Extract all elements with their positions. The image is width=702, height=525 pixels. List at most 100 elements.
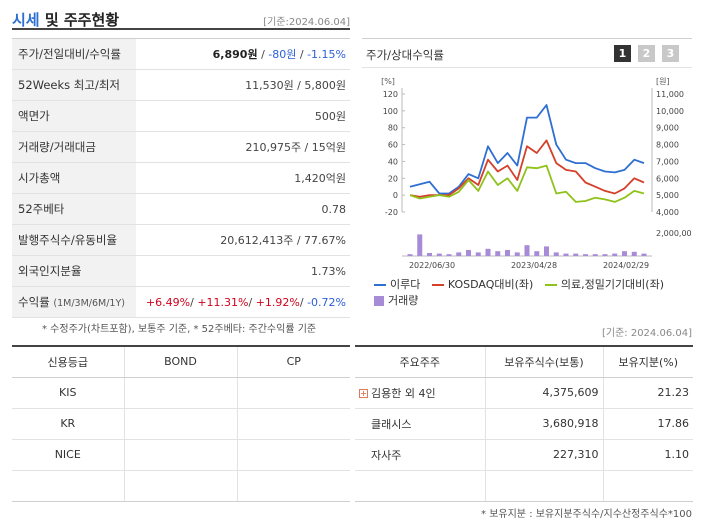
legend-item-volume: 거래량: [374, 292, 418, 308]
legend-item-medical: 의료,정밀기기대비(좌): [544, 276, 664, 292]
agency-name: NICE: [12, 439, 124, 471]
table-row: 액면가 500원: [12, 100, 350, 132]
holder-shares: 227,310: [484, 439, 603, 471]
column-header: BOND: [123, 345, 237, 378]
y-right-tick-label: 6,000: [656, 174, 679, 183]
table-row: KR: [12, 408, 350, 440]
holder-pct: 1.10: [602, 439, 693, 471]
volume-bar: [612, 253, 618, 256]
table-row: 수익률 (1M/3M/6M/1Y) +6.49%/ +11.31%/ +1.92…: [12, 286, 350, 318]
x-tick-label: 2023/04/28: [511, 261, 557, 270]
cp-rating: [236, 470, 350, 502]
volume-bar: [505, 250, 510, 256]
volume-bar: [485, 248, 491, 256]
footnote-left: * 수정주가(차트포함), 보통주 기준, * 52주베타: 주간수익률 기준: [42, 324, 317, 335]
y-left-tick-label: 60: [388, 141, 398, 150]
table-row: [12, 470, 350, 502]
table-row: 자사주 227,310 1.10: [355, 439, 693, 471]
volume-bar: [622, 251, 627, 256]
legend-row: 거래량: [374, 292, 700, 308]
table-row: 클래시스 3,680,918 17.86: [355, 408, 693, 440]
table-header-row: 신용등급 BOND CP: [12, 345, 350, 378]
volume-bar: [573, 253, 579, 256]
y-left-tick-label: 120: [383, 90, 398, 99]
column-header: 주요주주: [355, 345, 485, 378]
holder-name: [355, 470, 485, 502]
par-label: 액면가: [12, 100, 136, 132]
y-right-tick-label: 11,000: [656, 90, 684, 99]
table-row: 52Weeks 최고/최저 11,530원 / 5,800원: [12, 69, 350, 101]
volume-bar: [475, 252, 481, 256]
price-chart: [%] [원] 120 100 80 60 40 20 0 -20 11,000 10,000 9,00…: [381, 77, 692, 270]
holder-pct: 17.86: [602, 408, 693, 440]
shares-value: 20,612,413주 / 77.67%: [136, 224, 350, 256]
volume-value: 210,975주 / 15억원: [136, 131, 350, 163]
y-right-tick-label: 7,000: [656, 157, 679, 166]
volume-bar: [495, 251, 501, 256]
volume-label: 거래량/거래대금: [12, 131, 136, 163]
volume-tick-label: 2,000,000: [656, 229, 692, 238]
series-line-s2: [409, 139, 645, 198]
y-right-tick-label: 5,000: [656, 191, 679, 200]
holder-name: + 김용한 외 4인: [355, 377, 485, 409]
legend-swatch: [544, 284, 557, 286]
volume-bar: [631, 251, 637, 256]
volume-bar: [514, 252, 520, 256]
series-line-s3: [409, 164, 645, 203]
column-header: 신용등급: [12, 345, 124, 378]
holder-shares: 3,680,918: [484, 408, 603, 440]
table-row: NICE: [12, 439, 350, 471]
mcap-value: 1,420억원: [136, 162, 350, 194]
table-row: KIS: [12, 377, 350, 409]
volume-bar: [592, 254, 598, 256]
shares-label: 발행주식수/유동비율: [12, 224, 136, 256]
beta-label: 52주베타: [12, 193, 136, 225]
agency-name: KIS: [12, 377, 124, 409]
chart-header: 주가/상대수익률 1 2 3: [362, 38, 692, 68]
holder-shares: 4,375,609: [484, 377, 603, 409]
table-row: 주가/전일대비/수익률 6,890원 / -80원 / -1.15%: [12, 38, 350, 70]
series-line-s1: [409, 104, 645, 195]
y-left-tick-label: 20: [388, 174, 398, 183]
chart-page-3-button[interactable]: 3: [662, 45, 679, 62]
section-header: 시세 및 주주현황 [기준:2024.06.04]: [12, 8, 350, 30]
week52-value: 11,530원 / 5,800원: [136, 69, 350, 101]
legend-swatch: [374, 284, 386, 286]
chart-page-2-button[interactable]: 2: [638, 45, 655, 62]
volume-bar: [466, 250, 471, 256]
volume-bar: [427, 253, 432, 256]
holder-shares: [484, 470, 603, 502]
volume-bar: [524, 245, 530, 256]
price-info-table: 주가/전일대비/수익률 6,890원 / -80원 / -1.15% 52Wee…: [12, 38, 350, 318]
chart-page-1-button[interactable]: 1: [614, 45, 631, 62]
price-label: 주가/전일대비/수익률: [12, 38, 136, 70]
table-header-row: 주요주주 보유주식수(보통) 보유지분(%): [355, 345, 693, 378]
legend-item-kosdaq: KOSDAQ대비(좌): [431, 276, 533, 292]
table-row: 발행주식수/유동비율 20,612,413주 / 77.67%: [12, 224, 350, 256]
column-header: 보유지분(%): [602, 345, 693, 378]
table-row: [355, 470, 693, 502]
table-row: 거래량/거래대금 210,975주 / 15억원: [12, 131, 350, 163]
week52-label: 52Weeks 최고/최저: [12, 69, 136, 101]
volume-bar: [641, 253, 647, 256]
volume-bar: [553, 252, 559, 256]
foreign-value: 1.73%: [136, 255, 350, 287]
table-row: 외국인지분율 1.73%: [12, 255, 350, 287]
volume-bar: [602, 254, 608, 256]
y-left-tick-label: 40: [388, 157, 398, 166]
legend-item-irudah: 이루다: [374, 276, 420, 292]
credit-rating-table: 신용등급 BOND CP KIS KR NICE: [12, 345, 350, 502]
y-right-tick-label: 8,000: [656, 141, 679, 150]
price-value: 6,890원 / -80원 / -1.15%: [136, 38, 350, 70]
table-row: 52주베타 0.78: [12, 193, 350, 225]
y-right-unit: [원]: [656, 77, 670, 86]
y-right-tick-label: 4,000: [656, 208, 679, 217]
expand-plus-icon[interactable]: +: [359, 389, 368, 398]
major-shareholders-table: 주요주주 보유주식수(보통) 보유지분(%) + 김용한 외 4인 4,375,6…: [355, 345, 693, 502]
cp-rating: [236, 377, 350, 409]
chart-legend: 이루다 KOSDAQ대비(좌) 의료,정밀기기대비(좌) 거래량: [374, 276, 700, 308]
volume-bar: [544, 246, 549, 256]
volume-bar: [407, 254, 413, 256]
cp-rating: [236, 439, 350, 471]
return-label: 수익률 (1M/3M/6M/1Y): [12, 286, 136, 318]
